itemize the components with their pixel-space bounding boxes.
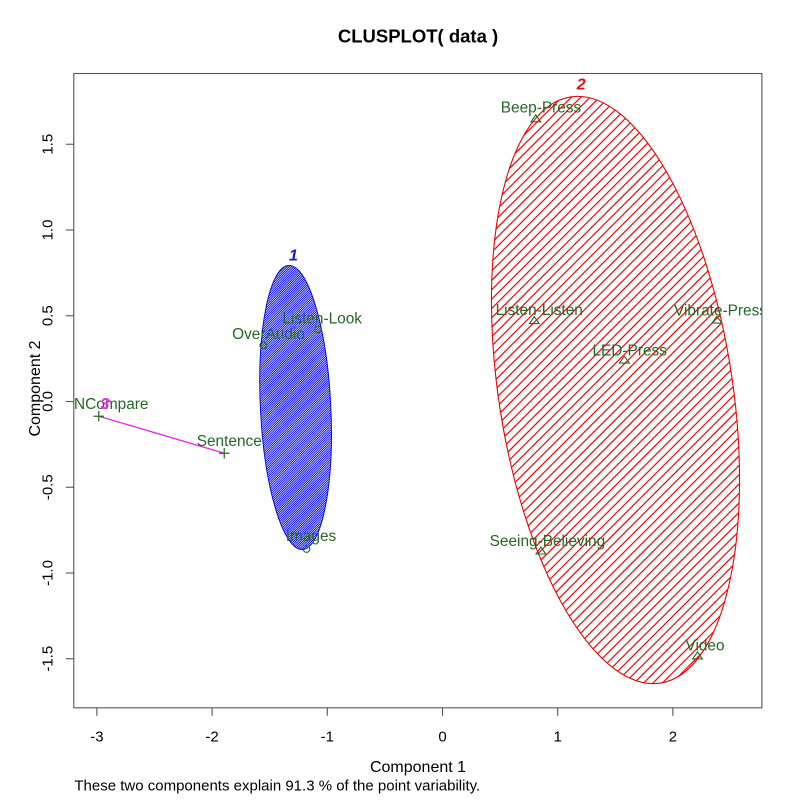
svg-text:Seeing-Believing: Seeing-Believing (490, 533, 606, 550)
svg-text:-2: -2 (205, 729, 218, 746)
svg-text:2: 2 (576, 77, 586, 94)
svg-text:-0.5: -0.5 (40, 474, 57, 500)
svg-text:Images: Images (286, 528, 337, 545)
svg-text:1.5: 1.5 (40, 134, 57, 155)
svg-text:Beep-Press: Beep-Press (501, 100, 582, 117)
svg-text:1: 1 (289, 248, 298, 265)
svg-text:0.5: 0.5 (40, 305, 57, 326)
svg-text:OverAudio: OverAudio (232, 326, 305, 343)
svg-text:Listen-Look: Listen-Look (282, 311, 362, 328)
svg-text:-1.0: -1.0 (40, 560, 57, 586)
svg-text:Component 1: Component 1 (370, 759, 466, 776)
svg-text:2: 2 (669, 729, 677, 746)
svg-text:3: 3 (101, 396, 110, 413)
svg-text:1.0: 1.0 (40, 220, 57, 241)
svg-text:0.0: 0.0 (40, 391, 57, 412)
svg-text:These two components explain 9: These two components explain 91.3 % of t… (74, 778, 480, 795)
svg-text:CLUSPLOT( data ): CLUSPLOT( data ) (338, 26, 498, 47)
svg-text:LED-Press: LED-Press (592, 343, 667, 360)
svg-text:Listen-Listen: Listen-Listen (496, 302, 583, 319)
svg-text:Sentence: Sentence (197, 433, 262, 450)
svg-text:1: 1 (554, 729, 562, 746)
svg-text:-3: -3 (90, 729, 103, 746)
svg-text:NCompare: NCompare (74, 396, 148, 413)
svg-text:Vibrate-Press: Vibrate-Press (674, 302, 767, 319)
svg-text:Video: Video (685, 638, 724, 655)
svg-text:0: 0 (438, 729, 446, 746)
svg-text:-1: -1 (321, 729, 334, 746)
svg-text:Component 2: Component 2 (27, 340, 44, 436)
svg-text:-1.5: -1.5 (40, 646, 57, 672)
